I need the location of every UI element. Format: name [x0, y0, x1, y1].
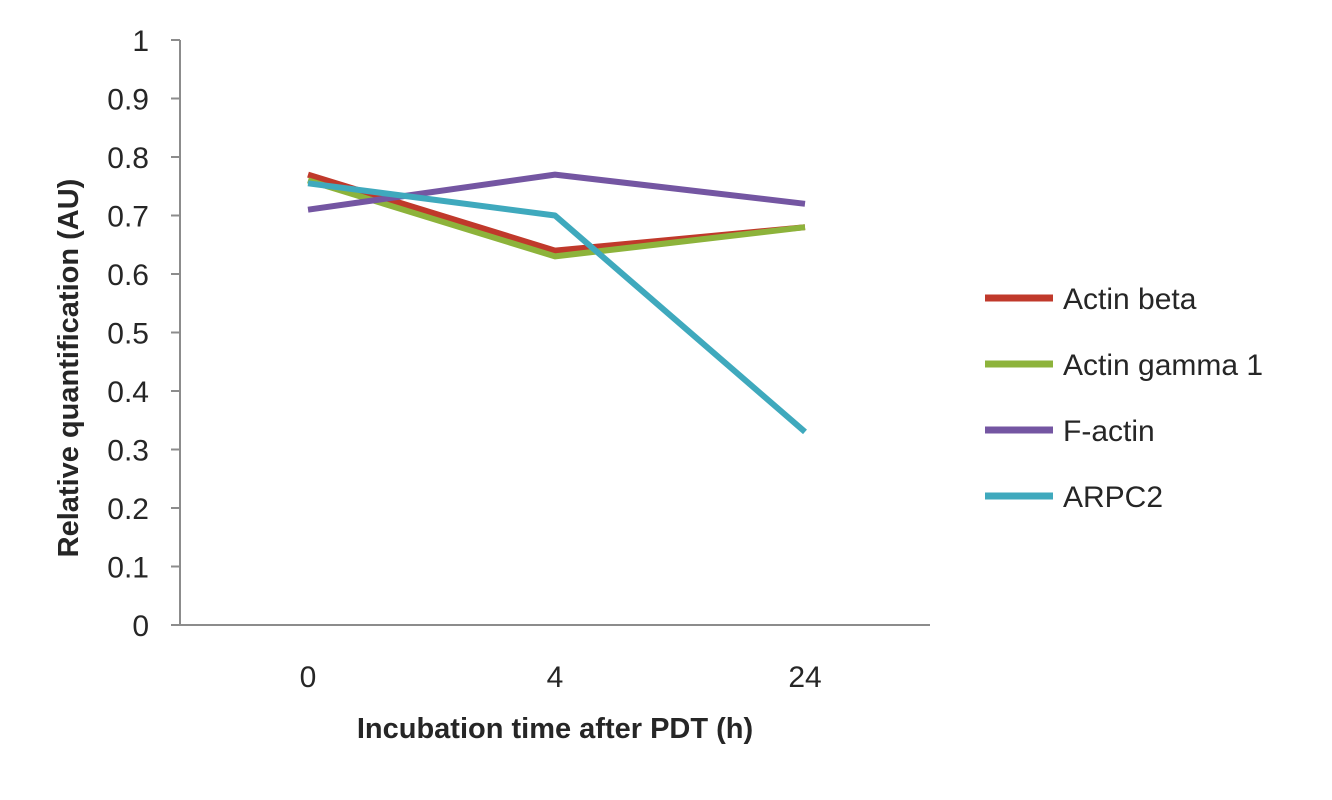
x-tick-label: 0 [300, 661, 317, 694]
y-tick-label: 0.2 [107, 493, 149, 526]
y-tick-label: 0 [132, 610, 149, 643]
y-axis-title: Relative quantification (AU) [53, 179, 85, 558]
axes [179, 40, 930, 626]
y-tick-label: 0.3 [107, 435, 149, 468]
x-axis-title: Incubation time after PDT (h) [357, 713, 753, 745]
y-tick-label: 0.7 [107, 201, 149, 234]
series-line-actin-gamma-1 [307, 177, 806, 260]
series-lines [307, 171, 807, 435]
legend: Actin beta Actin gamma 1 F-actin ARPC2 [985, 283, 1263, 514]
y-tick-label: 0.9 [107, 84, 149, 117]
y-tick-label: 0.5 [107, 318, 149, 351]
x-tick-label: 24 [788, 661, 821, 694]
legend-label: Actin beta [1063, 283, 1197, 316]
legend-label: F-actin [1063, 415, 1155, 448]
legend-label: ARPC2 [1063, 481, 1163, 514]
y-tick-label: 1 [132, 25, 149, 58]
y-tick-label: 0.1 [107, 552, 149, 585]
y-tick-label: 0.4 [107, 376, 149, 409]
legend-label: Actin gamma 1 [1063, 349, 1263, 382]
y-tick-label: 0.6 [107, 259, 149, 292]
series-line-arpc2 [307, 180, 807, 435]
y-ticks: 0 0.1 0.2 0.3 0.4 0.5 0.6 0.7 0.8 0.9 1 [107, 25, 180, 643]
series-line-actin-beta [307, 171, 806, 254]
series-line-f-actin [307, 171, 806, 213]
x-tick-label: 4 [547, 661, 564, 694]
y-tick-label: 0.8 [107, 142, 149, 175]
x-ticks: 0 4 24 [300, 661, 822, 694]
